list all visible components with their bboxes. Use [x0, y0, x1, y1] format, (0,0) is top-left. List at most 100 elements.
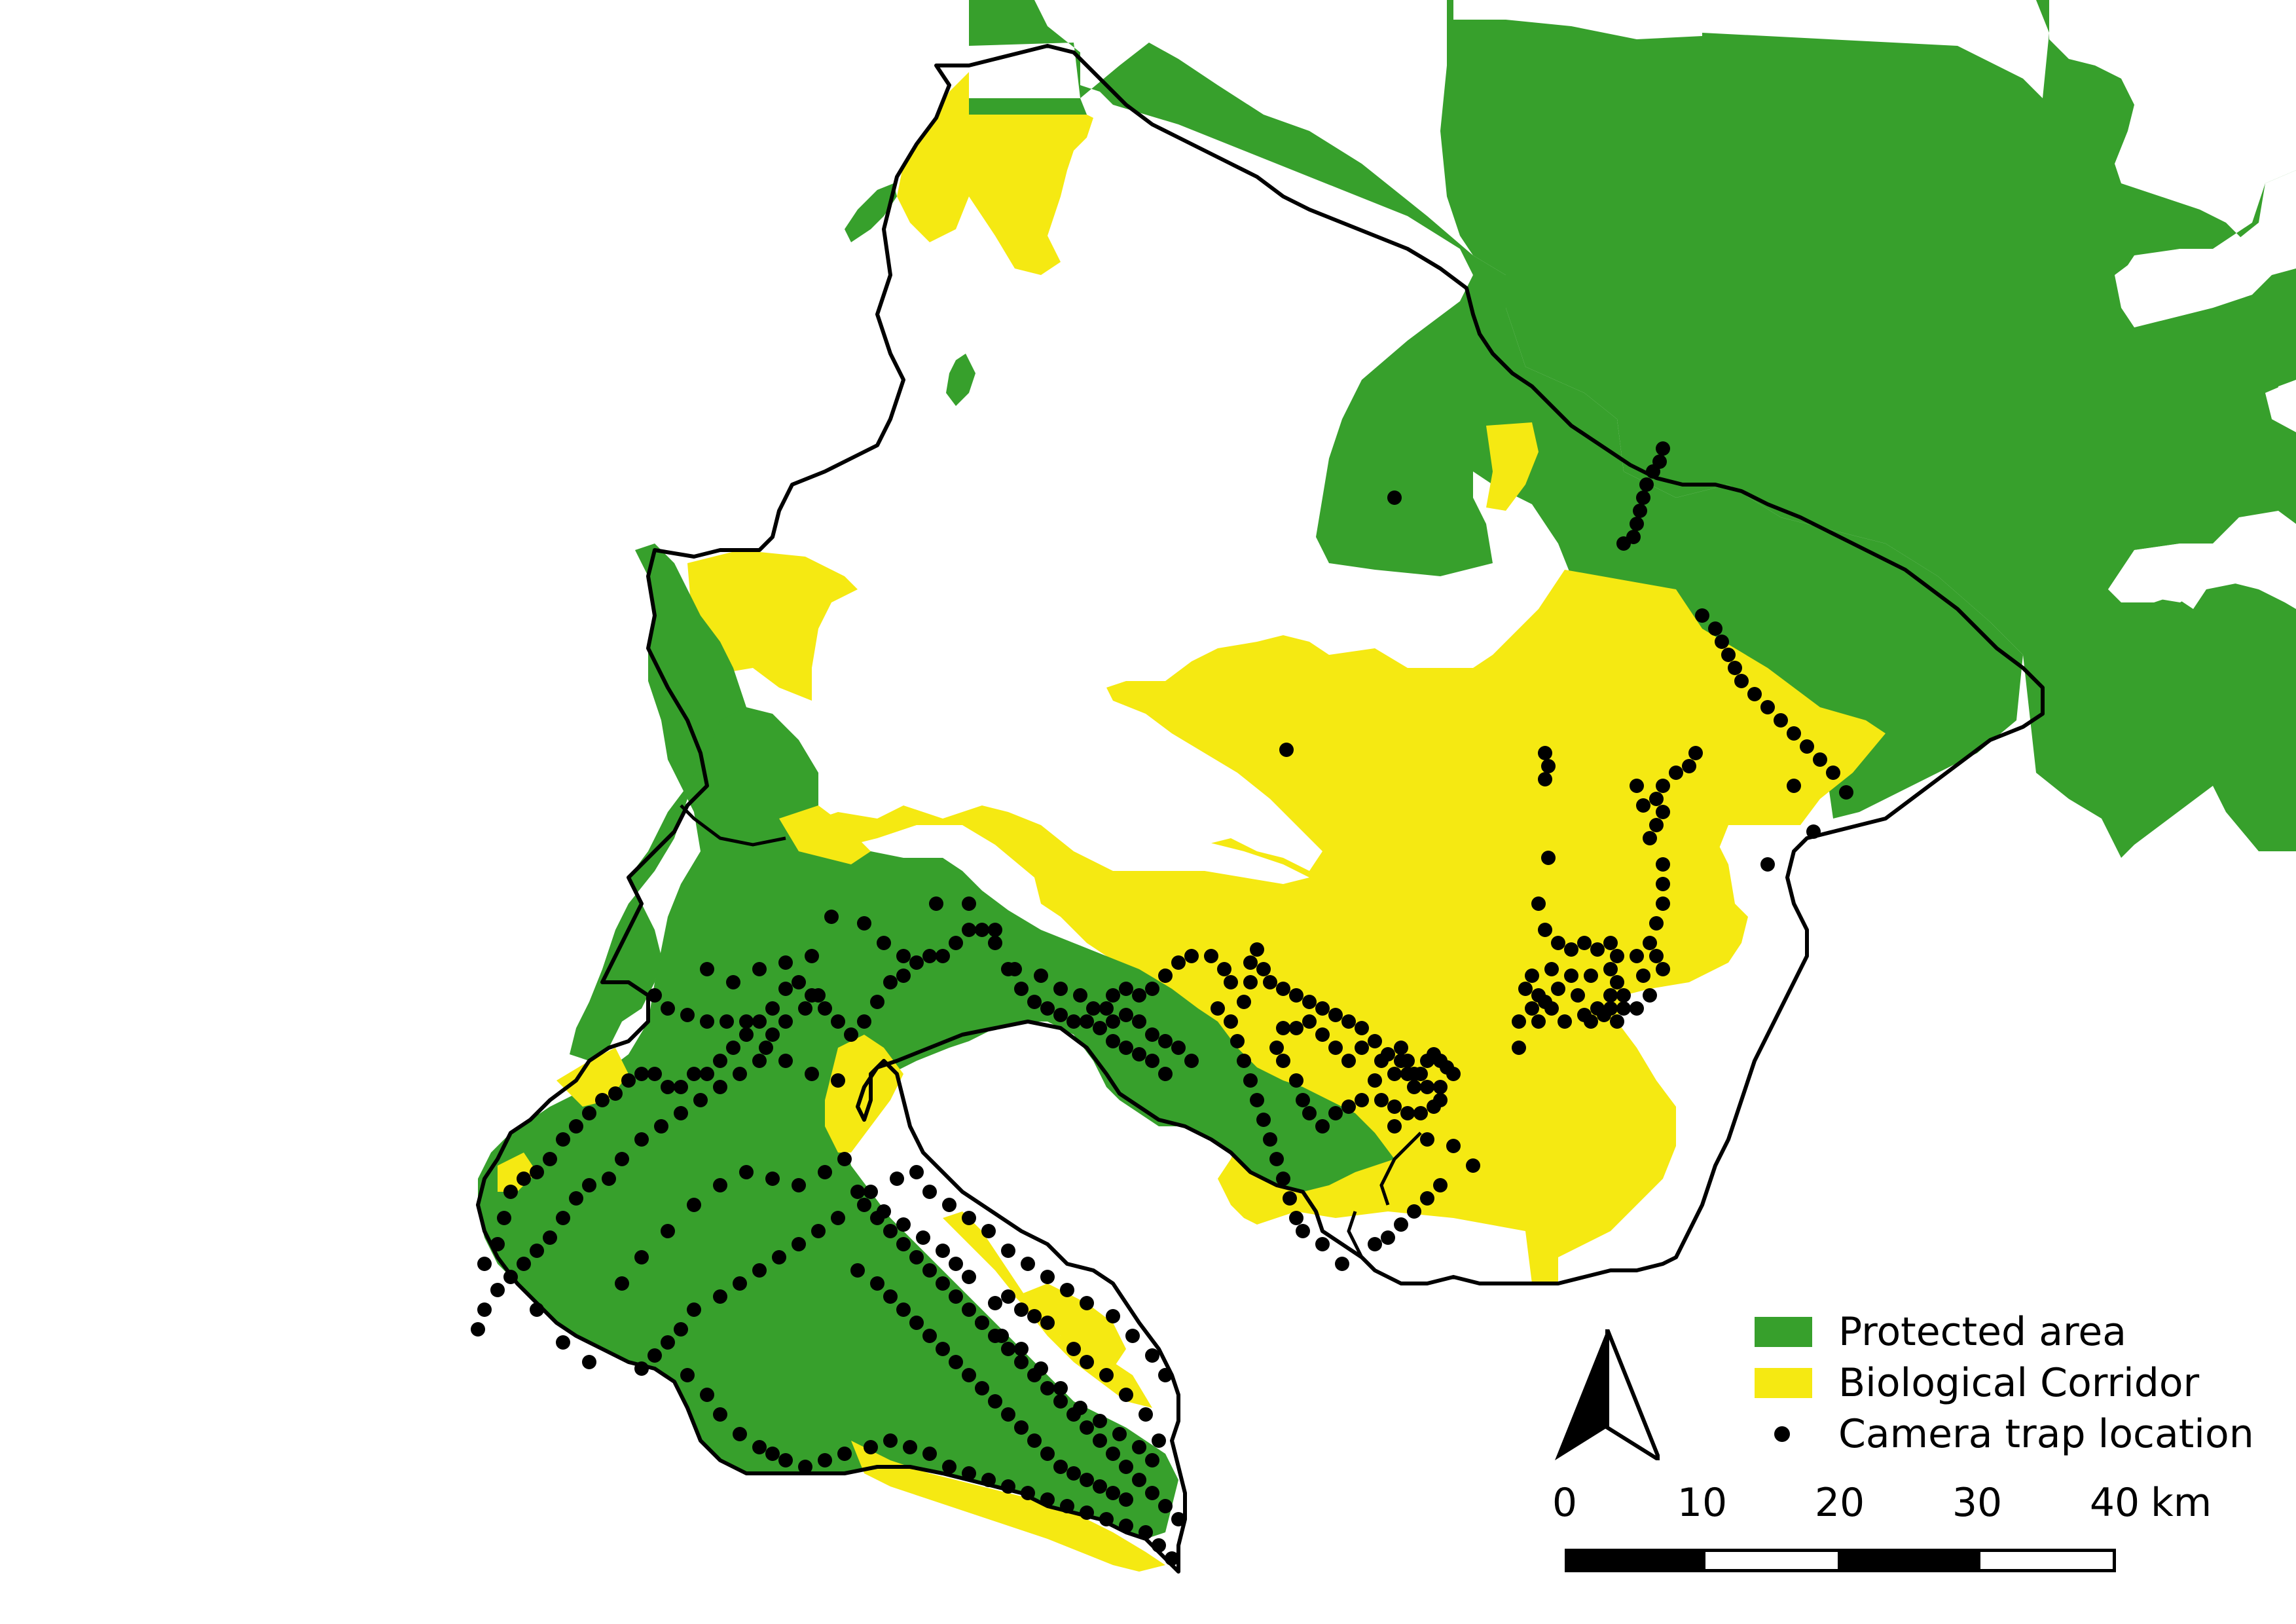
camera-trap-point	[752, 962, 767, 976]
camera-trap-point	[1531, 896, 1546, 911]
camera-trap-point	[805, 1067, 819, 1081]
camera-trap-point	[1289, 1073, 1303, 1088]
camera-trap-point	[765, 1447, 780, 1461]
camera-trap-point	[1269, 1041, 1284, 1055]
camera-trap-point	[850, 1185, 865, 1199]
camera-trap-point	[1643, 988, 1657, 1003]
camera-trap-point	[844, 1027, 858, 1042]
camera-trap-point	[981, 1473, 996, 1487]
camera-trap-point	[1132, 1440, 1146, 1454]
camera-trap-point	[890, 1172, 904, 1186]
camera-trap-point	[1649, 792, 1664, 806]
camera-trap-point	[687, 1302, 701, 1317]
camera-trap-point	[864, 1185, 878, 1199]
camera-trap-point	[949, 1355, 963, 1369]
camera-trap-point	[1603, 936, 1618, 950]
legend-swatch-biological-corridor	[1755, 1368, 1812, 1398]
camera-trap-point	[1538, 772, 1552, 786]
camera-trap-point	[1145, 1348, 1159, 1363]
camera-trap-point	[713, 1080, 727, 1094]
camera-trap-point	[1250, 942, 1264, 957]
camera-trap-point	[477, 1302, 492, 1317]
non-corridor-hole	[1113, 838, 1309, 884]
camera-trap-point	[634, 1361, 649, 1376]
camera-trap-point	[497, 1211, 511, 1225]
camera-trap-point	[1276, 1054, 1290, 1068]
camera-trap-point	[896, 949, 911, 963]
scale-segment-3	[1840, 1549, 1978, 1572]
camera-trap-point	[1066, 1466, 1081, 1481]
camera-trap-point	[661, 1224, 675, 1238]
camera-trap-point	[857, 1014, 871, 1029]
camera-trap-point	[1760, 700, 1775, 714]
camera-trap-point	[1073, 1401, 1087, 1415]
camera-trap-point	[1656, 779, 1670, 793]
camera-trap-point	[1217, 962, 1231, 976]
camera-trap-point	[988, 923, 1002, 937]
camera-trap-point	[988, 1394, 1002, 1409]
camera-trap-point	[1152, 1538, 1166, 1553]
camera-trap-point	[1531, 1014, 1546, 1029]
river-1	[1347, 1211, 1376, 1272]
camera-trap-point	[1355, 1093, 1369, 1107]
camera-trap-point	[1541, 851, 1556, 865]
camera-trap-point	[831, 1211, 845, 1225]
camera-trap-point	[896, 969, 911, 983]
camera-trap-point	[1080, 1355, 1094, 1369]
camera-trap-point	[1630, 779, 1644, 793]
camera-trap-point	[1728, 661, 1742, 675]
camera-trap-point	[1643, 936, 1657, 950]
camera-trap-point	[1119, 1519, 1133, 1533]
camera-trap-point	[1283, 1191, 1297, 1206]
camera-trap-point	[1060, 1283, 1074, 1297]
camera-trap-point	[1400, 1106, 1415, 1120]
camera-trap-point	[1387, 1119, 1402, 1134]
camera-trap-point	[661, 1001, 675, 1016]
camera-trap-point	[634, 1250, 649, 1264]
scale-segment-1	[1565, 1549, 1704, 1572]
non-protected-hole-2	[2049, 0, 2296, 321]
camera-trap-point	[1355, 1041, 1369, 1055]
camera-trap-point	[896, 1217, 911, 1232]
camera-trap-point	[1296, 1224, 1310, 1238]
camera-trap-point	[1302, 995, 1317, 1009]
camera-trap-point	[1564, 969, 1578, 983]
map-legend: Protected area Biological Corridor Camer…	[1755, 1306, 2254, 1460]
camera-trap-point	[1289, 988, 1303, 1003]
camera-trap-point	[1053, 1381, 1068, 1395]
camera-trap-point	[1119, 1388, 1133, 1402]
camera-trap-point	[1237, 995, 1251, 1009]
biological-corridor-islet	[1486, 422, 1539, 511]
camera-trap-point	[975, 923, 989, 937]
camera-trap-point	[772, 1250, 786, 1264]
camera-trap-point	[909, 955, 924, 970]
camera-trap-point	[1132, 988, 1146, 1003]
camera-trap-point	[680, 1008, 695, 1022]
camera-trap-point	[1040, 1316, 1055, 1330]
camera-trap-point	[1734, 674, 1749, 688]
camera-trap-point	[975, 1381, 989, 1395]
camera-trap-point	[634, 1132, 649, 1147]
camera-trap-point	[1341, 1014, 1356, 1029]
camera-trap-point	[1315, 1001, 1330, 1016]
camera-trap-point	[595, 1093, 610, 1107]
scale-unit: km	[2151, 1480, 2212, 1526]
camera-trap-point	[1355, 1021, 1369, 1035]
camera-trap-point	[615, 1152, 629, 1166]
camera-trap-point	[1066, 1342, 1081, 1356]
camera-trap-point	[1688, 746, 1703, 760]
camera-trap-point	[1093, 1021, 1107, 1035]
camera-trap-point	[1633, 504, 1647, 518]
biological-corridor-sw-7	[1015, 1283, 1126, 1369]
camera-trap-point	[1525, 1001, 1539, 1016]
camera-trap-point	[1368, 1073, 1382, 1088]
camera-trap-point	[1420, 1191, 1434, 1206]
camera-trap-point	[1538, 923, 1552, 937]
camera-trap-point	[700, 1388, 714, 1402]
camera-trap-point	[883, 1289, 898, 1304]
camera-trap-point	[1106, 1014, 1120, 1029]
camera-trap-point	[530, 1244, 544, 1258]
camera-trap-point	[1053, 982, 1068, 996]
camera-trap-point	[765, 1027, 780, 1042]
camera-trap-point	[1747, 687, 1762, 701]
